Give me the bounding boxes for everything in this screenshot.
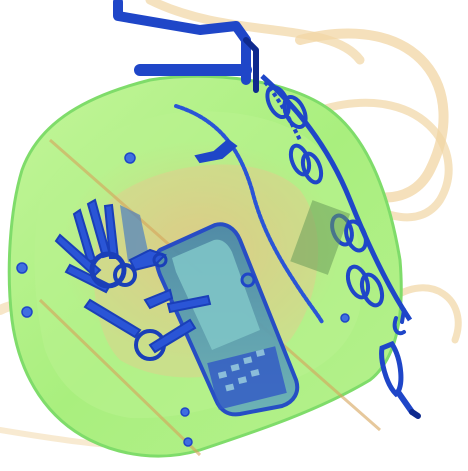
rivets xyxy=(16,152,350,447)
key-bundle xyxy=(54,198,212,361)
handle-bracket xyxy=(113,0,259,93)
hanging-clip xyxy=(379,308,421,419)
mobile-phone xyxy=(154,222,300,417)
zipper xyxy=(174,104,324,324)
flat-device xyxy=(120,200,351,275)
